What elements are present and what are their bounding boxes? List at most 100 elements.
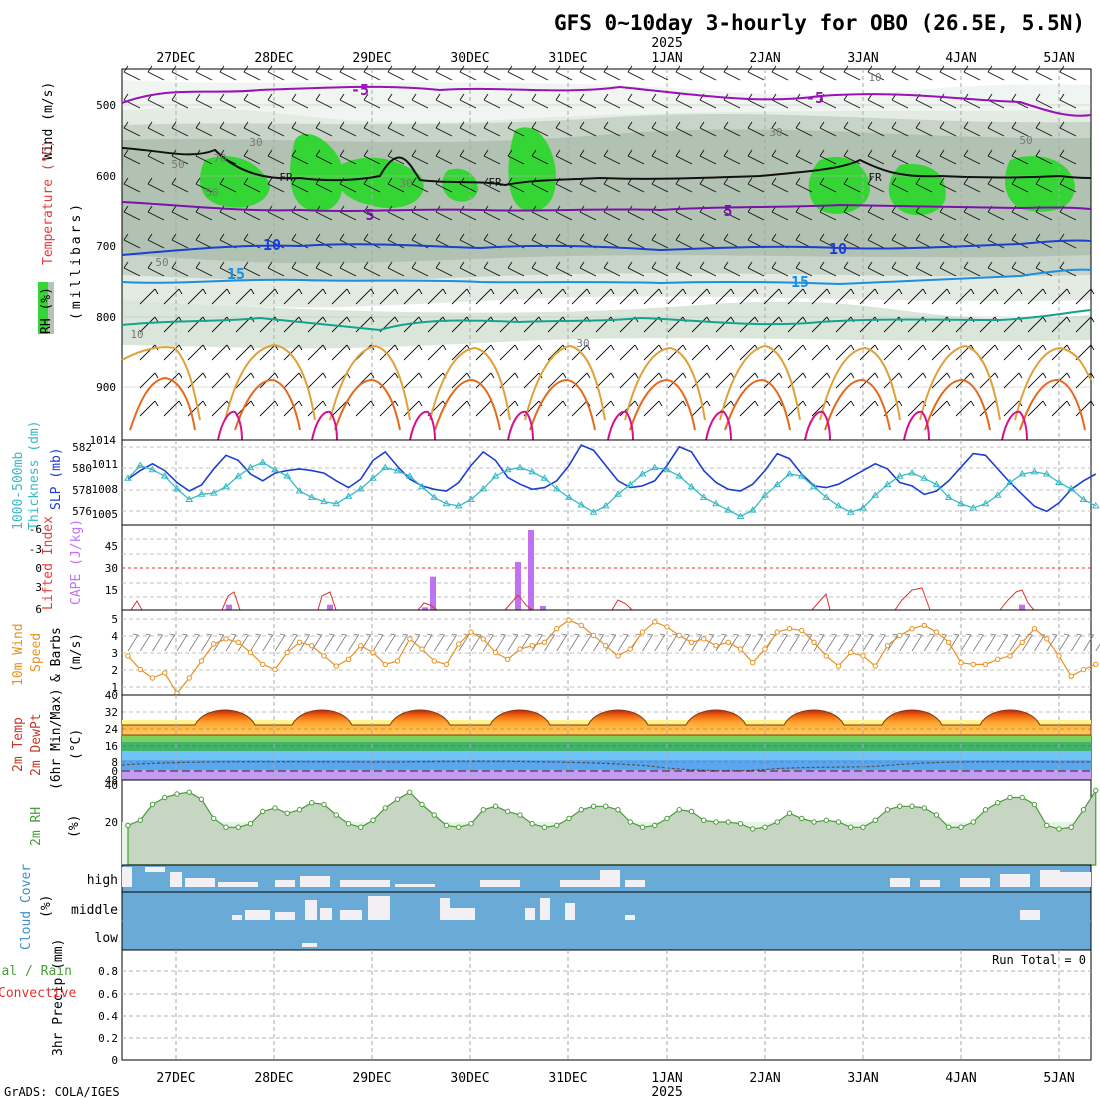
- thickness-point: [724, 506, 733, 513]
- profile-wind-barb: [915, 149, 933, 165]
- bottom-date-label: 31DEC: [548, 1071, 587, 1086]
- profile-wind-barb: [603, 93, 621, 109]
- rh2m-point: [492, 803, 499, 809]
- profile-wind-barb: [187, 288, 207, 305]
- profile-wind-barb: [171, 177, 189, 193]
- profile-wind-barb: [571, 344, 591, 361]
- profile-wind-barb: [931, 400, 951, 417]
- profile-wind-barb: [931, 288, 951, 305]
- profile-wind-barb: [715, 288, 735, 305]
- profile-wind-barb: [763, 372, 783, 389]
- profile-wind-barb: [531, 121, 549, 137]
- wind10-barb: [789, 633, 801, 652]
- wind10-barb: [495, 633, 507, 652]
- rh2m-point: [345, 821, 352, 827]
- thickness-tick-label: 576: [72, 505, 92, 518]
- thickness-point: [981, 499, 990, 507]
- profile-wind-barb: [1035, 121, 1053, 137]
- precip-grid: [122, 950, 1091, 1060]
- rh2m-point: [284, 810, 290, 816]
- contour-label: 10: [829, 240, 847, 258]
- profile-wind-barb: [787, 288, 807, 305]
- rh2m-markers: [125, 787, 1099, 832]
- profile-wind-barb: [307, 344, 327, 361]
- profile-wind-barb: [579, 93, 597, 109]
- thickness-point: [797, 472, 806, 479]
- rh2m-point: [995, 800, 1001, 806]
- wind10-barb: [617, 633, 629, 652]
- contour-30-diurnal: [129, 376, 1086, 431]
- wind-speed-point: [774, 629, 780, 635]
- profile-wind-barb: [643, 288, 663, 305]
- slp-axis: 582 580 578 576 1011 1008 1005: [72, 441, 118, 521]
- profile-wind-barb: [1027, 316, 1047, 333]
- wind-speed-point: [198, 658, 205, 664]
- profile-wind-barb: [1051, 400, 1071, 417]
- temp2m-axis-label: 2m Temp: [11, 717, 26, 772]
- profile-wind-barb: [723, 149, 741, 165]
- profile-wind-barb: [651, 261, 669, 277]
- profile-wind-barb: [219, 121, 237, 137]
- profile-wind-barb: [147, 121, 165, 137]
- pressure-tick-label: 500: [96, 99, 116, 112]
- profile-wind-barb: [907, 344, 927, 361]
- profile-wind-barb: [483, 121, 501, 137]
- profile-wind-barb: [243, 65, 261, 81]
- profile-wind-barb: [811, 344, 831, 361]
- rh2m-point: [958, 824, 964, 830]
- profile-wind-barb: [1003, 288, 1023, 305]
- profile-wind-barb: [939, 121, 957, 137]
- cape-tick-label: 45: [105, 540, 118, 553]
- top-date-label: 27DEC: [156, 51, 195, 66]
- profile-wind-barb: [411, 149, 429, 165]
- profile-wind-barb: [171, 93, 189, 109]
- profile-wind-barb: [147, 261, 165, 277]
- thickness-point: [160, 472, 169, 479]
- profile-wind-barb: [787, 400, 807, 417]
- wind-speed-point: [897, 632, 903, 639]
- rh-legend-grey: [48, 282, 54, 334]
- rh2m-point: [198, 796, 205, 802]
- wind10-barb: [776, 633, 788, 652]
- rh2m-unit-label: (%): [67, 815, 82, 838]
- cape-bar: [430, 576, 436, 610]
- rh2m-point: [419, 801, 425, 808]
- rh-lower-band: [122, 300, 1091, 349]
- profile-wind-barb: [675, 121, 693, 137]
- wind-speed-point: [407, 636, 413, 642]
- profile-wind-barb: [1051, 316, 1071, 333]
- wind10-barb: [605, 633, 617, 652]
- thickness-point: [834, 501, 843, 509]
- profile-wind-barb: [555, 149, 573, 165]
- rh2m-point: [921, 805, 927, 811]
- profile-wind-barb: [435, 93, 453, 109]
- thickness-point: [540, 474, 549, 481]
- cape-bars: [226, 530, 1025, 610]
- profile-wind-barb: [955, 288, 975, 305]
- top-date-label: 30DEC: [450, 51, 489, 66]
- pressure-tick-label: 600: [96, 170, 116, 183]
- profile-wind-barb: [891, 205, 909, 221]
- wind-tick-label: 1: [111, 681, 118, 694]
- wind10-barb: [164, 633, 176, 652]
- thickness-point: [1042, 470, 1051, 477]
- thickness-point: [320, 497, 328, 505]
- wind-speed-point: [370, 649, 376, 656]
- profile-wind-barb: [651, 121, 669, 137]
- wind-speed-point: [823, 653, 829, 659]
- profile-wind-barb: [603, 65, 621, 81]
- wind-speed-point: [505, 656, 511, 662]
- wind-speed-point: [382, 661, 388, 668]
- year-label-top: 2025: [651, 36, 682, 51]
- profile-wind-barb: [171, 261, 189, 277]
- thickness-point: [846, 508, 855, 515]
- profile-wind-barb: [219, 93, 237, 109]
- profile-wind-barb: [699, 121, 717, 137]
- profile-wind-barb: [723, 121, 741, 137]
- wind10-barb: [936, 633, 948, 652]
- wind10-barb: [642, 633, 654, 652]
- cape-bar: [515, 562, 521, 610]
- profile-wind-barb: [667, 344, 687, 361]
- wind-speed-point: [1007, 653, 1013, 659]
- profile-wind-barb: [603, 261, 621, 277]
